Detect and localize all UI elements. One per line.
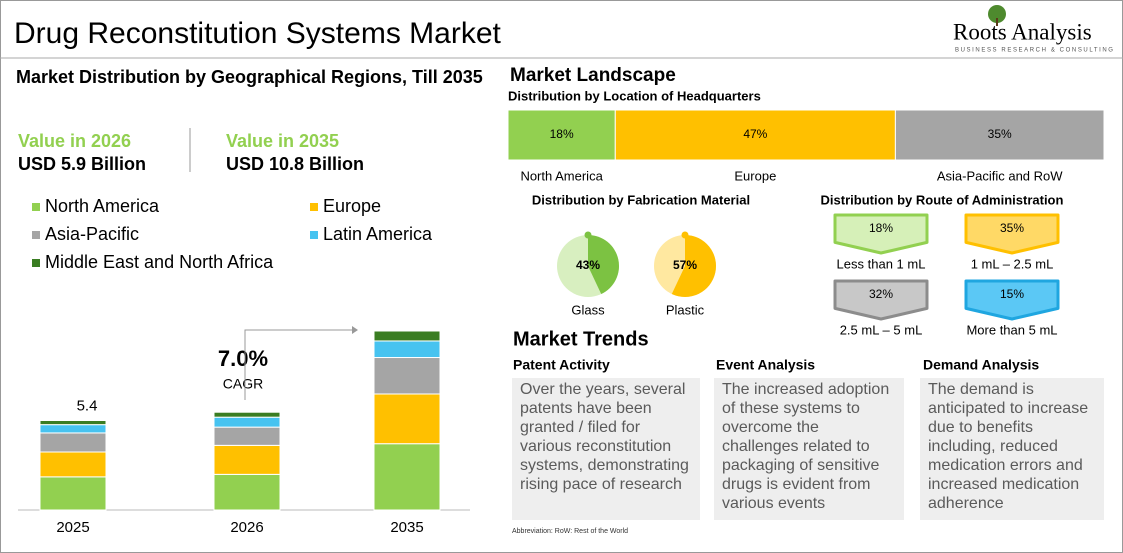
data-label: 43% [576, 258, 600, 272]
category-label: Plastic [666, 302, 705, 317]
trend-text: Over the years, several patents have bee… [512, 378, 700, 520]
category-label: Europe [734, 168, 776, 183]
bar-segment [614, 109, 896, 161]
bar-segment [894, 109, 1105, 161]
pie-slice [588, 235, 619, 295]
cagr-arrow [244, 329, 352, 400]
bar-segment [39, 420, 107, 426]
pie-slice [671, 235, 716, 297]
data-label: 32% [869, 287, 893, 301]
cagr-label: CAGR [223, 376, 263, 392]
abbreviation: Abbreviation: RoW: Rest of the World [512, 528, 628, 535]
logo: Roots Analysis [953, 19, 1092, 44]
legend-label: North America [45, 196, 160, 216]
chart-title: Distribution by Route of Administration [821, 192, 1064, 207]
legend-label: Middle East and North Africa [45, 252, 274, 272]
legend-swatch [310, 203, 318, 211]
category-label: Glass [571, 302, 605, 317]
data-label: 15% [1000, 287, 1024, 301]
bar-segment [39, 451, 107, 478]
cagr: 7.0% [218, 346, 268, 371]
bar-segment [507, 109, 616, 161]
x-tick-label: 2025 [56, 519, 89, 536]
data-label: 18% [550, 127, 574, 141]
value: USD 10.8 Billion [226, 154, 364, 174]
value-label: Value in 2026 [18, 131, 131, 151]
cagr-arrowhead [352, 326, 358, 334]
legend-label: Asia-Pacific [45, 224, 139, 244]
bar-segment [213, 411, 281, 418]
section-title: Market Landscape [510, 65, 676, 86]
logo-tree [988, 5, 1006, 23]
trend-heading: Demand Analysis [923, 357, 1039, 373]
bar-segment [213, 426, 281, 446]
legend-swatch [32, 259, 40, 267]
x-tick-label: 2035 [390, 519, 423, 536]
trend-text: The demand is anticipated to increase du… [920, 378, 1104, 520]
pie-dot [584, 231, 592, 239]
x-tick-label: 2026 [230, 519, 263, 536]
category-label: More than 5 mL [966, 322, 1057, 337]
value-label: Value in 2035 [226, 131, 339, 151]
trend-text: The increased adoption of these systems … [714, 378, 904, 520]
legend-label: Latin America [323, 224, 433, 244]
section-title: Market Distribution by Geographical Regi… [16, 67, 483, 87]
legend-label: Europe [323, 196, 381, 216]
bar-segment [39, 432, 107, 453]
chart-title: Distribution by Fabrication Material [532, 192, 750, 207]
category-label: Less than 1 mL [837, 256, 926, 271]
tile [964, 279, 1060, 321]
category-label: 2.5 mL – 5 mL [840, 322, 923, 337]
data-label: 35% [1000, 221, 1024, 235]
value: USD 5.9 Billion [18, 154, 146, 174]
bar-segment [373, 443, 441, 511]
bar-segment [373, 357, 441, 395]
bar-segment [39, 476, 107, 511]
legend-swatch [310, 231, 318, 239]
bar-segment [373, 340, 441, 359]
data-label: 5.4 [77, 397, 98, 414]
tile [833, 213, 929, 255]
tile [964, 213, 1060, 255]
bar-segment [213, 444, 281, 475]
logo-tagline: BUSINESS RESEARCH & CONSULTING [955, 48, 1115, 54]
bar-segment [373, 330, 441, 342]
pie-dot [681, 231, 689, 239]
category-label: 1 mL – 2.5 mL [971, 256, 1054, 271]
bar-segment [213, 416, 281, 428]
data-label: 18% [869, 221, 893, 235]
data-label: 47% [743, 127, 767, 141]
legend-swatch [32, 203, 40, 211]
category-label: Asia-Pacific and RoW [937, 168, 1063, 183]
chart-title: Distribution by Location of Headquarters [508, 88, 761, 103]
bar-segment [39, 424, 107, 434]
data-label: 57% [673, 258, 697, 272]
bar-segment [213, 473, 281, 511]
page-title: Drug Reconstitution Systems Market [14, 17, 502, 50]
trend-heading: Event Analysis [716, 357, 815, 373]
logo-trunk [996, 18, 998, 26]
data-label: 35% [988, 127, 1012, 141]
bar-segment [373, 393, 441, 445]
section-title: Market Trends [513, 328, 649, 350]
trend-heading: Patent Activity [513, 357, 610, 373]
tile [833, 279, 929, 321]
legend-swatch [32, 231, 40, 239]
category-label: North America [520, 168, 603, 183]
